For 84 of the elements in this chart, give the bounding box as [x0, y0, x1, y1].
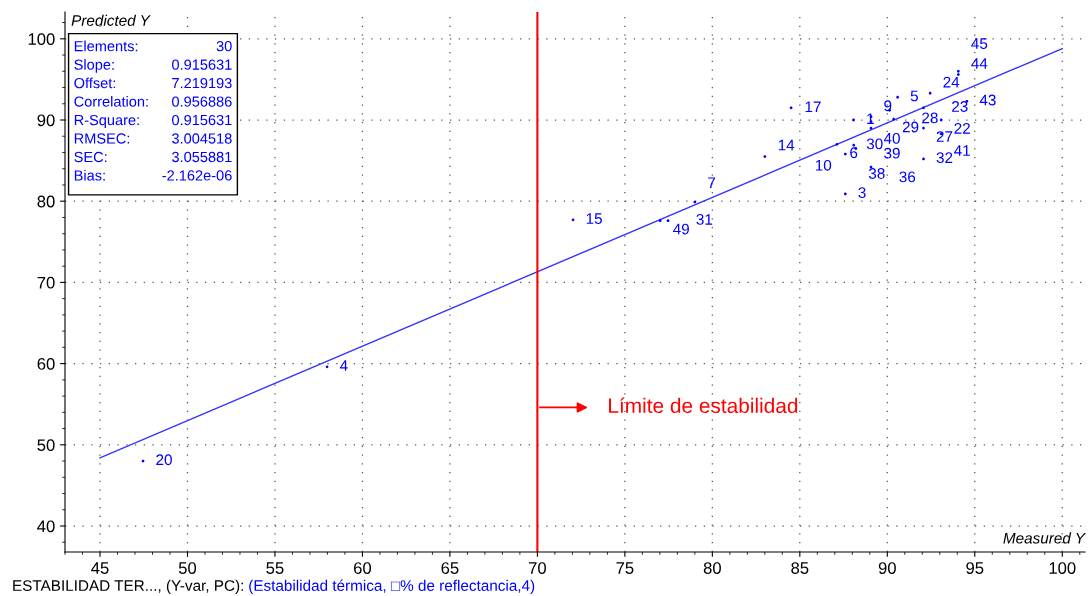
annotation: 5 — [910, 90, 918, 102]
point — [852, 118, 855, 122]
x-tick-label: 85 — [791, 562, 809, 574]
annotation: 40 — [883, 132, 900, 144]
annotation: 28 — [922, 112, 938, 124]
y-tick-label: 80 — [37, 195, 55, 208]
annotation: 6 — [850, 147, 858, 159]
annotation: Elements: — [74, 40, 138, 52]
x-tick-label: 50 — [178, 562, 197, 574]
x-tick-label: 65 — [441, 562, 459, 574]
annotation: 3 — [858, 187, 866, 198]
annotation: 30 — [866, 138, 883, 150]
point — [843, 152, 847, 156]
y-tick-label: 70 — [37, 276, 55, 289]
point — [892, 117, 895, 121]
annotation: RMSEC: — [74, 133, 130, 144]
annotation: -2.162e-06 — [162, 170, 232, 181]
point — [922, 157, 925, 161]
point — [843, 192, 847, 196]
point — [763, 155, 767, 158]
y-tick-label: 100 — [28, 33, 55, 45]
annotation: 31 — [696, 213, 713, 225]
annotation: 10 — [815, 159, 832, 171]
annotation: 44 — [971, 58, 988, 69]
y-tick-label: 60 — [37, 358, 55, 370]
point — [896, 95, 900, 99]
annotation: 22 — [954, 123, 970, 134]
x-tick-label: 55 — [266, 562, 284, 574]
annotation: 7 — [708, 177, 716, 188]
annotation: 7.219193 — [172, 77, 232, 89]
x-axis-title: Measured Y — [1003, 532, 1086, 544]
x-tick-label: 70 — [528, 562, 546, 574]
y-tick-label: 50 — [37, 439, 55, 452]
annotation: 41 — [954, 145, 970, 156]
annotation: 0.915631 — [172, 114, 232, 126]
annotation: 24 — [943, 76, 960, 88]
point — [852, 143, 856, 147]
annotation: Bias: — [74, 169, 105, 181]
annotation: SEC: — [74, 151, 107, 163]
x-tick-label: 45 — [91, 562, 109, 574]
annotation: 29 — [902, 121, 919, 133]
point — [922, 106, 925, 110]
x-tick-label: 80 — [703, 562, 721, 574]
annotation: 32 — [936, 152, 953, 164]
annotation: 45 — [971, 38, 988, 49]
point — [956, 69, 960, 73]
annotation: 0.915631 — [172, 59, 232, 70]
x-tick-label: 60 — [354, 562, 372, 574]
annotation: 43 — [979, 94, 996, 106]
annotation: R-Square: — [74, 114, 139, 129]
x-tick-label: 100 — [1049, 562, 1076, 574]
point — [835, 142, 839, 146]
annotation: 15 — [586, 213, 602, 224]
ref-line-label: Límite de estabilidad — [609, 397, 798, 414]
point — [666, 219, 670, 223]
annotation: 23 — [952, 101, 968, 112]
annotation: 30 — [216, 41, 232, 52]
point — [922, 126, 925, 130]
annotation: Slope: — [74, 59, 114, 73]
annotation: 49 — [673, 223, 689, 235]
x-tick-label: 95 — [966, 562, 984, 574]
annotation: 3.055881 — [172, 151, 232, 163]
annotation: 9 — [884, 100, 892, 112]
y-tick-label: 40 — [37, 520, 55, 533]
annotation: 36 — [899, 171, 916, 183]
annotation: Offset: — [74, 77, 116, 89]
annotation: Correlation: — [74, 96, 148, 107]
annotation: 4 — [339, 360, 348, 371]
x-tick-label: 90 — [878, 562, 896, 574]
text: (Estabilidad térmica, □% de reflectancia,4) — [249, 579, 535, 594]
y-axis-title: Predicted Y — [71, 14, 151, 26]
y-tick-label: 90 — [37, 114, 55, 127]
annotation: 14 — [778, 139, 795, 151]
point — [956, 73, 960, 76]
annotation: 27 — [936, 131, 953, 142]
point — [658, 219, 662, 223]
x-tick-label: 75 — [616, 562, 634, 574]
annotation: 20 — [156, 454, 172, 466]
annotation: 17 — [805, 101, 821, 113]
annotation: 3.004518 — [172, 133, 232, 144]
annotation: 39 — [884, 147, 900, 159]
annotation: 0.956886 — [172, 96, 232, 107]
text: ESTABILIDAD TER..., (Y-var, PC): — [13, 579, 243, 594]
annotation: 38 — [868, 168, 885, 179]
